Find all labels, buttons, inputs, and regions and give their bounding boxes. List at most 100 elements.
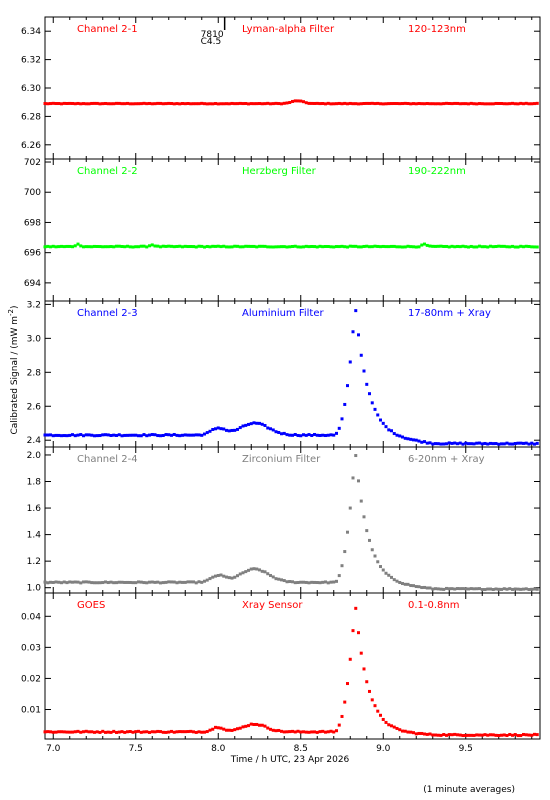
data-point — [370, 698, 374, 702]
data-point — [208, 245, 212, 249]
data-point — [340, 102, 344, 106]
data-point — [51, 730, 55, 734]
data-point — [373, 704, 377, 708]
data-point — [57, 580, 61, 584]
data-point — [153, 244, 157, 248]
data-point — [505, 245, 509, 249]
y-tick-label: 698 — [24, 218, 41, 228]
data-point — [390, 724, 393, 728]
data-point — [310, 244, 314, 248]
data-point — [181, 730, 184, 734]
data-point — [425, 732, 429, 736]
channel-label: 0.1-0.8nm — [408, 600, 460, 611]
data-point — [315, 730, 319, 734]
data-point — [57, 730, 61, 734]
data-point — [321, 580, 325, 584]
data-point — [49, 433, 52, 437]
data-point — [354, 606, 358, 610]
data-point — [98, 102, 102, 106]
data-point — [502, 587, 506, 591]
data-point — [445, 442, 448, 446]
data-point — [247, 422, 250, 426]
data-point — [123, 102, 127, 106]
data-point — [359, 245, 363, 249]
data-point — [238, 572, 242, 576]
data-point — [401, 102, 404, 106]
data-point — [183, 433, 187, 437]
data-point — [244, 244, 248, 248]
data-point — [343, 245, 347, 249]
data-point — [535, 733, 539, 737]
data-point — [106, 433, 110, 437]
data-point — [159, 101, 162, 105]
data-point — [181, 580, 184, 584]
data-point — [392, 432, 396, 436]
data-point — [90, 101, 94, 105]
data-point — [98, 245, 102, 249]
data-point — [511, 442, 514, 446]
data-point — [524, 101, 528, 105]
data-point — [332, 433, 336, 437]
data-point — [269, 102, 272, 106]
data-point — [76, 101, 80, 105]
data-point — [387, 573, 391, 577]
data-point — [357, 479, 360, 483]
data-point — [233, 102, 237, 106]
data-point — [90, 730, 94, 734]
data-point — [112, 102, 116, 106]
data-point — [186, 102, 190, 106]
data-point — [478, 102, 481, 106]
data-point — [225, 102, 228, 106]
y-tick-label: 3.2 — [27, 300, 41, 310]
data-point — [82, 580, 85, 584]
data-point — [368, 101, 371, 105]
data-point — [409, 437, 413, 441]
data-point — [368, 689, 371, 693]
data-point — [219, 245, 223, 249]
data-point — [104, 245, 107, 249]
data-point — [175, 730, 179, 734]
data-point — [398, 245, 402, 249]
data-point — [148, 101, 151, 105]
y-tick-label: 0.03 — [21, 643, 41, 653]
data-point — [516, 102, 520, 106]
data-point — [137, 245, 140, 249]
data-point — [197, 244, 201, 248]
data-point — [175, 433, 179, 437]
data-point — [252, 102, 256, 106]
data-point — [249, 722, 253, 726]
data-point — [359, 353, 363, 357]
channel-label: 17-80nm + Xray — [408, 308, 491, 319]
data-point — [170, 102, 173, 106]
data-point — [71, 245, 74, 249]
data-point — [428, 732, 432, 736]
channel-label: Channel 2-4 — [77, 454, 138, 465]
data-point — [252, 567, 256, 571]
y-tick-label: 1.6 — [27, 504, 42, 514]
data-point — [530, 245, 534, 249]
data-point — [346, 245, 349, 249]
data-point — [84, 729, 88, 733]
data-point — [475, 733, 479, 737]
data-point — [46, 730, 50, 734]
data-point — [153, 433, 157, 437]
data-point — [398, 102, 402, 106]
data-point — [293, 432, 297, 436]
data-point — [346, 384, 349, 388]
data-point — [106, 581, 110, 585]
data-point — [354, 309, 358, 313]
data-point — [178, 102, 182, 106]
data-point — [406, 582, 410, 586]
data-point — [500, 244, 503, 248]
data-point — [359, 499, 363, 503]
data-point — [271, 428, 275, 432]
data-point — [76, 433, 80, 437]
data-point — [442, 244, 446, 248]
data-point — [291, 245, 294, 249]
data-point — [46, 581, 50, 585]
data-point — [436, 733, 440, 737]
data-point — [467, 102, 470, 106]
channel-label: Lyman-alpha Filter — [242, 24, 335, 35]
data-point — [453, 245, 457, 249]
data-point — [120, 730, 124, 734]
